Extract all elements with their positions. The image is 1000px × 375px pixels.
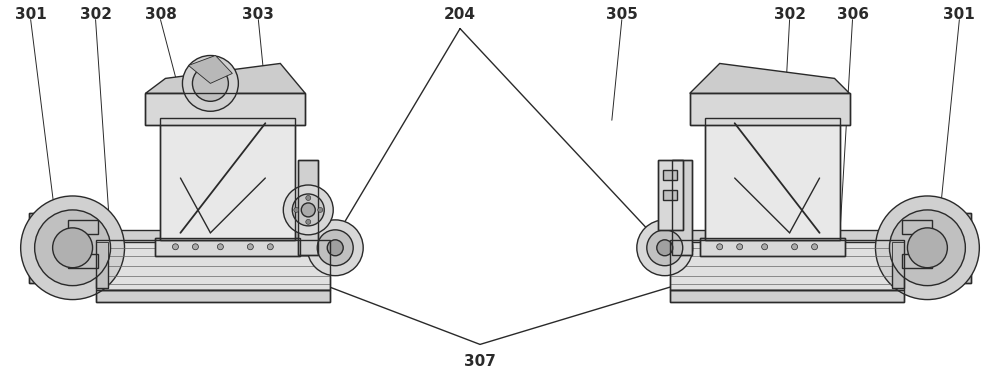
Circle shape [327,240,343,256]
Circle shape [306,195,311,201]
Circle shape [247,244,253,250]
Text: 308: 308 [145,7,176,22]
Circle shape [318,207,323,212]
Polygon shape [690,63,850,93]
Text: 302: 302 [774,7,806,22]
Bar [298,160,318,255]
Circle shape [792,244,798,250]
Bar [690,93,850,125]
Circle shape [317,230,353,266]
Bar [953,213,971,283]
Bar [96,240,330,290]
Circle shape [192,244,198,250]
Bar [145,93,305,125]
Bar [29,213,47,283]
Bar [29,213,47,283]
Polygon shape [145,63,305,93]
Bar [658,160,683,230]
Bar [705,118,840,240]
Bar [663,190,677,200]
Bar [145,93,305,125]
Bar [68,220,98,234]
Circle shape [717,244,723,250]
Circle shape [306,219,311,224]
Circle shape [301,203,315,217]
Circle shape [217,244,223,250]
Bar [670,290,904,302]
Bar [663,170,677,180]
Bar [672,160,692,255]
Text: 306: 306 [837,7,869,22]
Circle shape [907,228,947,268]
Bar [705,118,840,240]
Circle shape [637,220,693,276]
Circle shape [192,66,228,101]
Bar [892,242,904,288]
Polygon shape [188,56,232,83]
Text: 303: 303 [242,7,274,22]
Circle shape [875,196,979,300]
Bar [700,238,845,256]
Bar [902,220,932,234]
Bar [96,230,330,242]
Circle shape [647,230,683,266]
Bar [690,93,850,125]
Bar [96,240,330,290]
Text: 305: 305 [606,7,638,22]
Circle shape [889,210,965,286]
Circle shape [292,194,324,226]
Bar [670,230,904,242]
Text: 301: 301 [943,7,975,22]
Text: 301: 301 [15,7,47,22]
Circle shape [307,220,363,276]
Bar [96,290,330,302]
Circle shape [21,196,125,300]
Bar [670,290,904,302]
Bar [298,160,318,255]
Circle shape [283,185,333,235]
Bar [96,242,108,288]
Bar [700,238,845,256]
Bar [68,254,98,268]
Text: 204: 204 [444,7,476,22]
Bar [96,242,108,288]
Bar [658,160,683,230]
Bar [96,290,330,302]
Circle shape [53,228,93,268]
Circle shape [294,207,299,212]
Text: 307: 307 [464,354,496,369]
Circle shape [35,210,111,286]
Bar [672,160,692,255]
Text: 302: 302 [80,7,112,22]
Bar [670,240,904,290]
Bar [160,118,295,240]
Circle shape [182,56,238,111]
Bar [155,238,300,256]
Bar [953,213,971,283]
Bar [892,242,904,288]
Circle shape [172,244,178,250]
Circle shape [657,240,673,256]
Bar [902,254,932,268]
Circle shape [267,244,273,250]
Bar [155,238,300,256]
Bar [160,118,295,240]
Circle shape [737,244,743,250]
Circle shape [812,244,818,250]
Bar [670,240,904,290]
Circle shape [762,244,768,250]
